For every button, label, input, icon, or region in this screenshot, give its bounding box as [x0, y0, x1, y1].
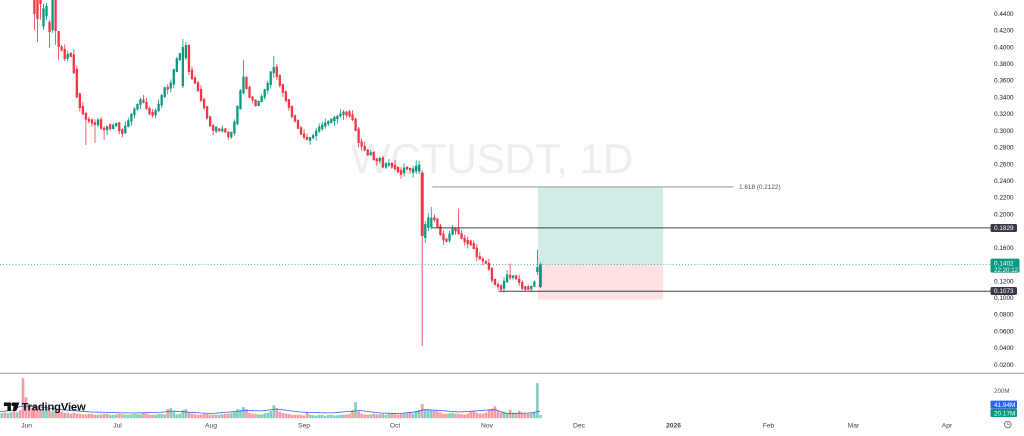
svg-text:22:20:12: 22:20:12	[994, 267, 1019, 274]
svg-text:0.3000: 0.3000	[994, 128, 1014, 135]
svg-text:20.17M: 20.17M	[994, 410, 1015, 417]
svg-text:0.2400: 0.2400	[994, 178, 1014, 185]
svg-text:0.1600: 0.1600	[994, 245, 1014, 252]
svg-text:0.0800: 0.0800	[994, 312, 1014, 319]
svg-text:0.1200: 0.1200	[994, 278, 1014, 285]
svg-text:0.2200: 0.2200	[994, 195, 1014, 202]
svg-text:0.1829: 0.1829	[994, 225, 1014, 232]
svg-text:WCTUSDT, 1D: WCTUSDT, 1D	[351, 135, 633, 182]
svg-text:0.4200: 0.4200	[994, 28, 1014, 35]
svg-text:0.1073: 0.1073	[994, 288, 1014, 295]
svg-text:0.2600: 0.2600	[994, 161, 1014, 168]
svg-text:Apr: Apr	[942, 423, 953, 430]
svg-text:Jul: Jul	[113, 423, 122, 430]
svg-text:0.1402: 0.1402	[994, 260, 1014, 267]
svg-text:0.3400: 0.3400	[994, 94, 1014, 101]
svg-text:0.0600: 0.0600	[994, 328, 1014, 335]
svg-text:Sep: Sep	[298, 423, 310, 430]
svg-text:0.3800: 0.3800	[994, 61, 1014, 68]
svg-text:Nov: Nov	[481, 423, 494, 430]
svg-text:0.0400: 0.0400	[994, 345, 1014, 352]
svg-text:Jun: Jun	[21, 423, 32, 430]
svg-text:0.3200: 0.3200	[994, 111, 1014, 118]
svg-text:Dec: Dec	[573, 423, 586, 430]
svg-text:0.2800: 0.2800	[994, 145, 1014, 152]
svg-text:Mar: Mar	[848, 423, 860, 430]
svg-text:TradingView: TradingView	[22, 402, 86, 414]
svg-text:0.3600: 0.3600	[994, 78, 1014, 85]
svg-text:Oct: Oct	[390, 423, 401, 430]
svg-text:200M: 200M	[994, 388, 1009, 395]
svg-text:2026: 2026	[666, 423, 681, 430]
svg-text:0.4000: 0.4000	[994, 44, 1014, 51]
svg-text:0.0200: 0.0200	[994, 362, 1014, 369]
svg-text:1.618 (0.2122): 1.618 (0.2122)	[739, 184, 781, 191]
svg-text:41.94M: 41.94M	[994, 402, 1015, 409]
svg-text:0.2000: 0.2000	[994, 211, 1014, 218]
svg-text:Aug: Aug	[205, 423, 217, 430]
svg-text:Feb: Feb	[763, 423, 775, 430]
svg-text:0.1000: 0.1000	[994, 295, 1014, 302]
svg-text:0.4400: 0.4400	[994, 11, 1014, 18]
